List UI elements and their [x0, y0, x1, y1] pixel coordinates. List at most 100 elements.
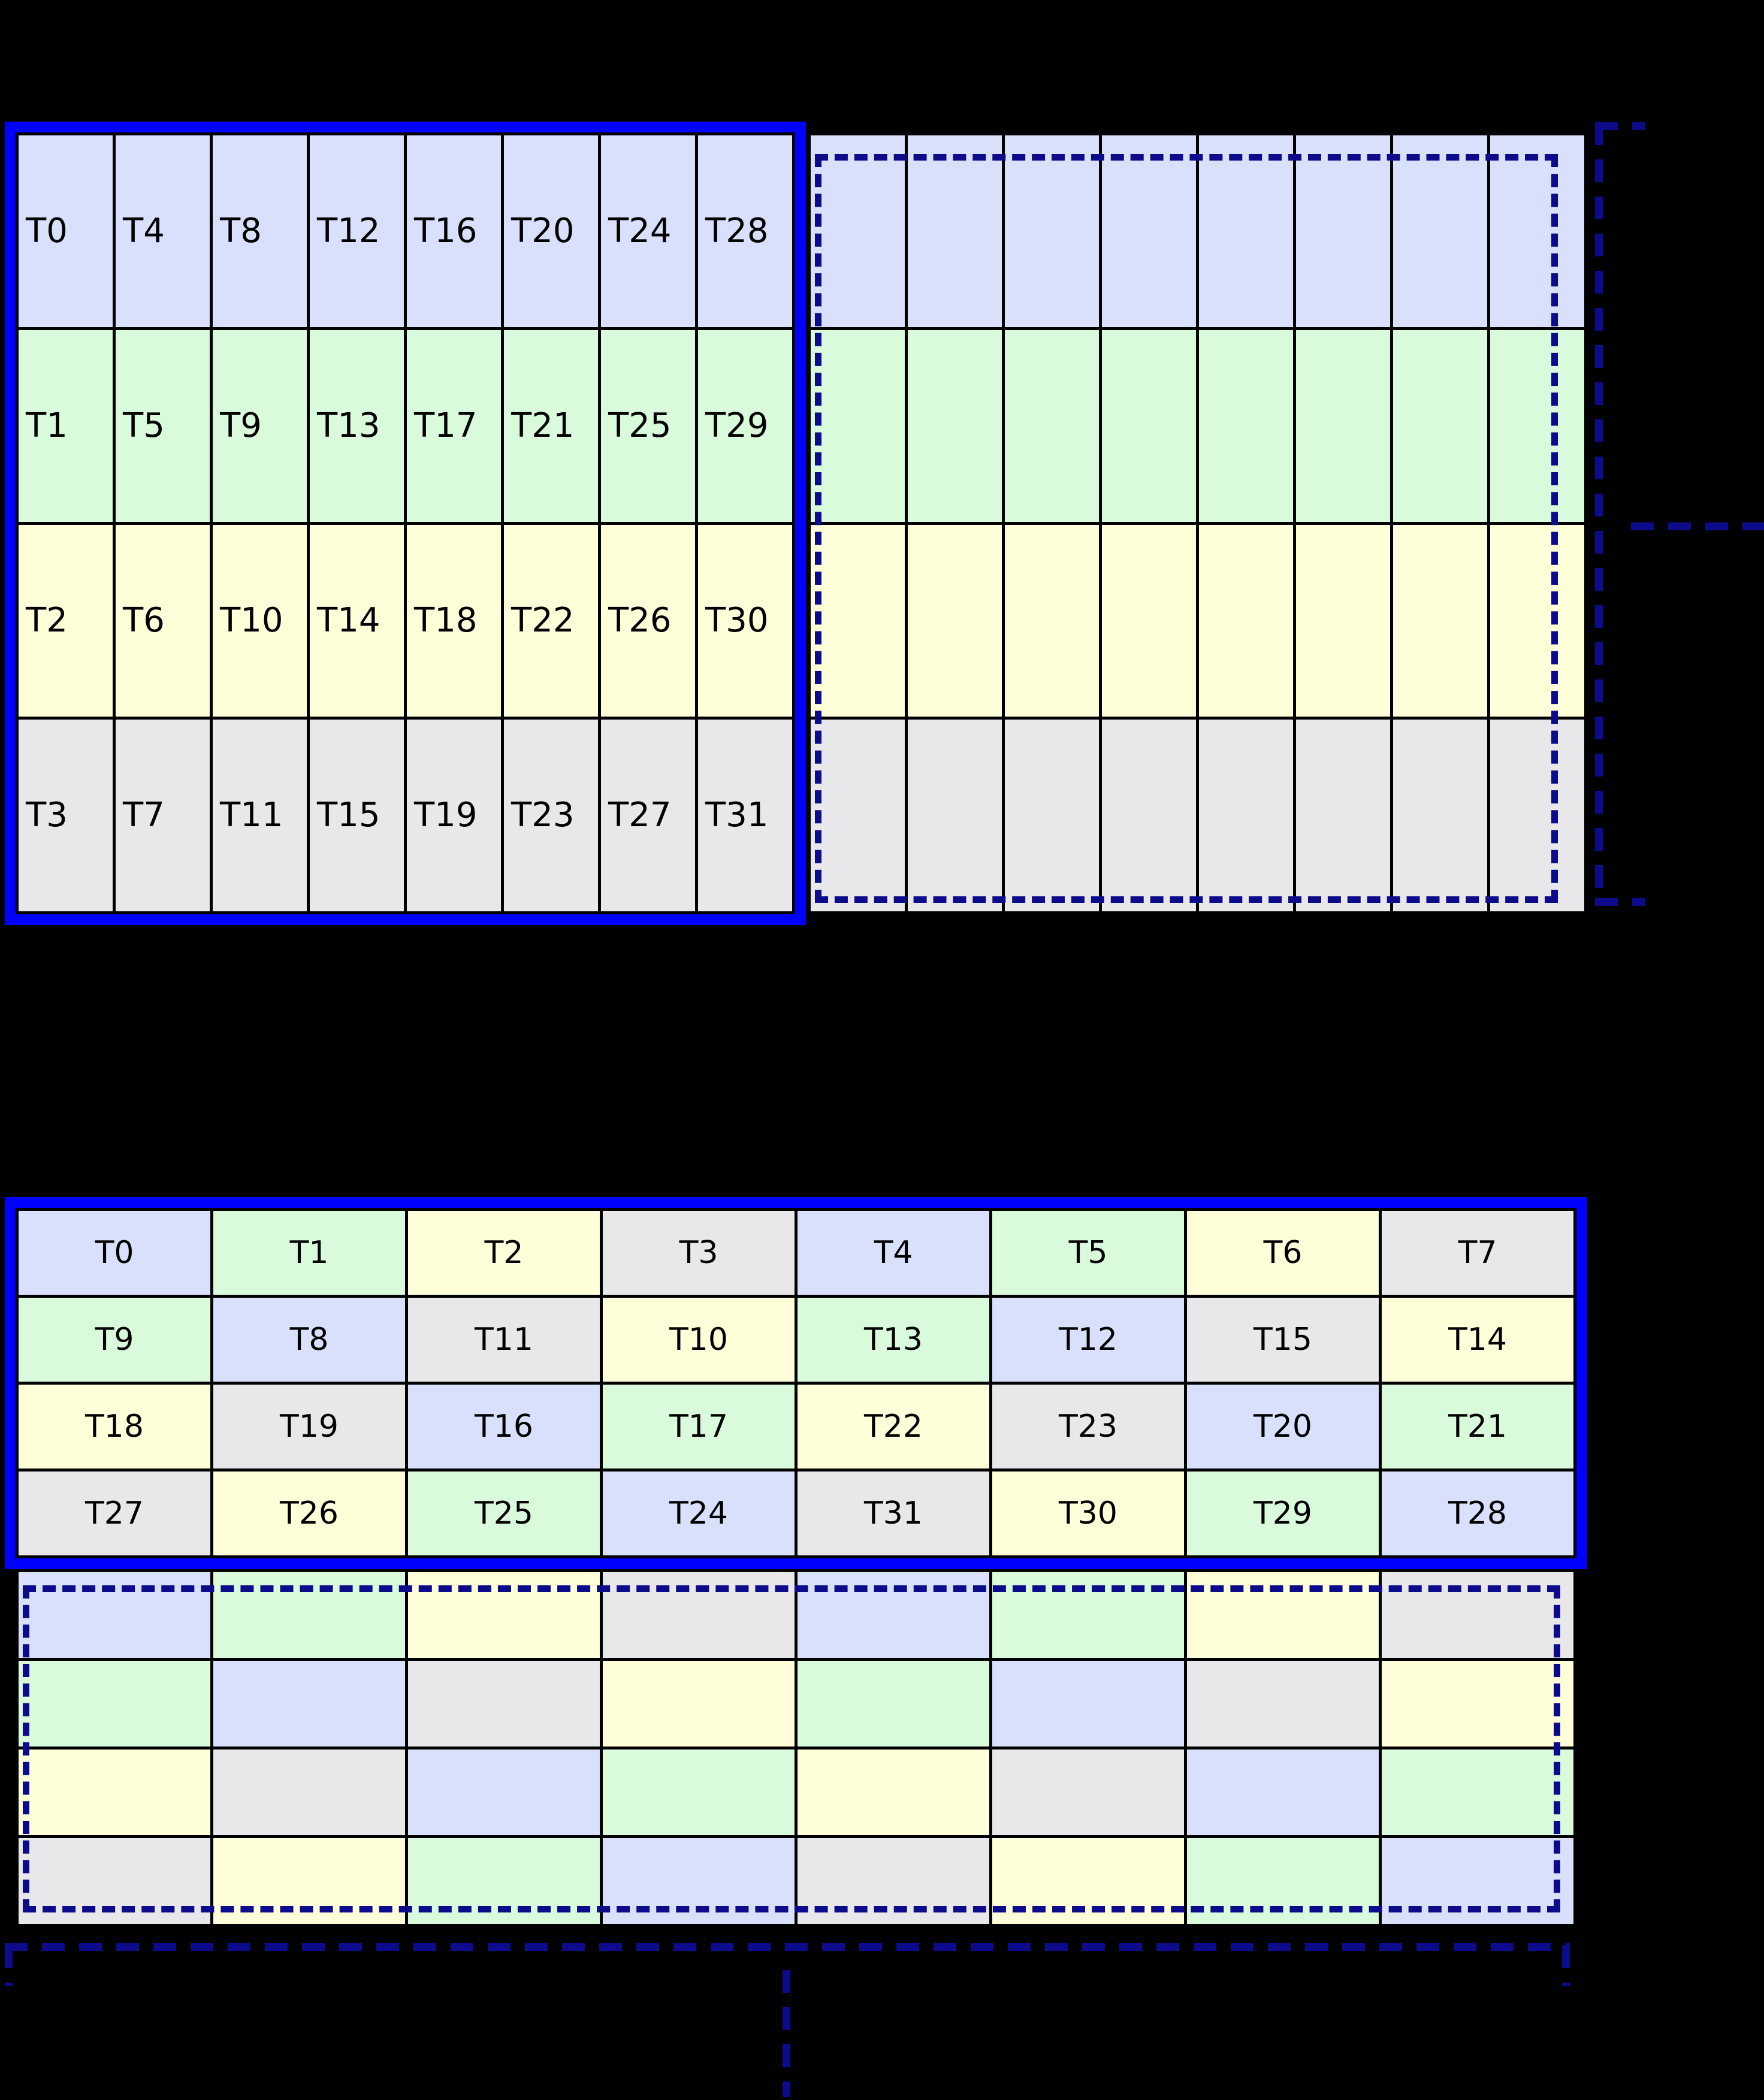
placeholder-cell — [1296, 330, 1390, 522]
placeholder-cell — [408, 1750, 600, 1835]
placeholder-cell — [1393, 330, 1487, 522]
thread-cell: T18 — [19, 1385, 210, 1469]
thread-cell: T6 — [116, 525, 210, 717]
thread-cell: T12 — [310, 135, 404, 327]
placeholder-cell — [1005, 525, 1099, 717]
thread-cell: T21 — [1382, 1385, 1573, 1469]
thread-cell: T15 — [1187, 1298, 1379, 1382]
thread-cell: T26 — [213, 1471, 405, 1555]
placeholder-cell — [19, 1750, 210, 1835]
placeholder-cell — [1199, 525, 1293, 717]
placeholder-cell — [811, 135, 905, 327]
bottom-ellipsis-dashes — [783, 1970, 790, 2097]
placeholder-cell — [1102, 720, 1196, 911]
thread-cell: T10 — [213, 525, 307, 717]
thread-cell: T19 — [407, 720, 501, 911]
thread-cell: T22 — [798, 1385, 989, 1469]
thread-cell: T27 — [601, 720, 695, 911]
placeholder-cell — [1382, 1750, 1573, 1835]
thread-cell: T1 — [213, 1211, 405, 1295]
placeholder-cell — [1490, 135, 1584, 327]
placeholder-cell — [811, 720, 905, 911]
lower-tile-frame: T0 T1 T2 T3 T4 T5 T6 T7 T9 T8 T11 T10 T13 T12 T15 T14 T1… — [5, 1197, 1587, 1569]
thread-cell: T16 — [407, 135, 501, 327]
thread-cell: T26 — [601, 525, 695, 717]
thread-cell: T19 — [213, 1385, 405, 1469]
placeholder-cell — [992, 1661, 1184, 1747]
lower-next-tile-dashed-outline — [23, 1585, 1560, 1912]
thread-cell: T28 — [1382, 1471, 1573, 1555]
thread-cell: T0 — [19, 135, 113, 327]
thread-cell: T11 — [408, 1298, 600, 1382]
thread-cell: T24 — [601, 135, 695, 327]
placeholder-cell — [603, 1661, 795, 1747]
thread-cell: T23 — [504, 720, 598, 911]
placeholder-cell — [798, 1661, 989, 1747]
placeholder-cell — [1199, 330, 1293, 522]
thread-cell: T1 — [19, 330, 113, 522]
thread-cell: T20 — [1187, 1385, 1379, 1469]
placeholder-cell — [1005, 330, 1099, 522]
upper-next-tile-dashed-outline — [815, 154, 1558, 903]
placeholder-cell — [1005, 135, 1099, 327]
placeholder-cell — [1102, 330, 1196, 522]
thread-cell: T6 — [1187, 1211, 1379, 1295]
placeholder-cell — [1005, 720, 1099, 911]
thread-cell: T7 — [1382, 1211, 1573, 1295]
upper-tile-frame: T0 T4 T8 T12 T16 T20 T24 T28 T1 T5 T9 T13 T17 T21 T25 T… — [5, 122, 806, 925]
placeholder-cell — [1490, 720, 1584, 911]
thread-cell: T28 — [698, 135, 792, 327]
placeholder-cell — [1296, 525, 1390, 717]
thread-cell: T14 — [1382, 1298, 1573, 1382]
bottom-bracket-right-tick — [1562, 1945, 1570, 1986]
thread-cell: T29 — [698, 330, 792, 522]
placeholder-cell — [213, 1661, 405, 1747]
placeholder-cell — [1296, 720, 1390, 911]
thread-cell: T31 — [798, 1471, 989, 1555]
placeholder-cell — [1102, 525, 1196, 717]
thread-cell: T20 — [504, 135, 598, 327]
placeholder-cell — [1393, 135, 1487, 327]
placeholder-cell — [1490, 525, 1584, 717]
thread-cell: T11 — [213, 720, 307, 911]
thread-cell: T17 — [603, 1385, 795, 1469]
placeholder-cell — [1393, 525, 1487, 717]
placeholder-cell — [1187, 1750, 1379, 1835]
thread-cell: T21 — [504, 330, 598, 522]
placeholder-cell — [1490, 330, 1584, 522]
thread-cell: T7 — [116, 720, 210, 911]
placeholder-cell — [1187, 1661, 1379, 1747]
thread-cell: T15 — [310, 720, 404, 911]
thread-cell: T27 — [19, 1471, 210, 1555]
thread-cell: T5 — [116, 330, 210, 522]
thread-cell: T16 — [408, 1385, 600, 1469]
thread-cell: T10 — [603, 1298, 795, 1382]
placeholder-cell — [1393, 720, 1487, 911]
thread-cell: T12 — [992, 1298, 1184, 1382]
thread-cell: T31 — [698, 720, 792, 911]
placeholder-cell — [798, 1750, 989, 1835]
thread-cell: T4 — [798, 1211, 989, 1295]
bottom-bracket-line — [5, 1943, 1570, 1951]
thread-cell: T17 — [407, 330, 501, 522]
thread-cell: T18 — [407, 525, 501, 717]
thread-cell: T24 — [603, 1471, 795, 1555]
bottom-bracket-left-tick — [5, 1945, 13, 1986]
thread-cell: T4 — [116, 135, 210, 327]
placeholder-cell — [908, 720, 1002, 911]
right-bracket-top-tick — [1595, 122, 1645, 130]
thread-cell: T5 — [992, 1211, 1184, 1295]
lower-grid-table: T0 T1 T2 T3 T4 T5 T6 T7 T9 T8 T11 T10 T13 T12 T15 T14 T1… — [16, 1208, 1576, 1558]
right-bracket-bottom-tick — [1595, 898, 1645, 906]
thread-cell: T14 — [310, 525, 404, 717]
thread-cell: T9 — [213, 330, 307, 522]
placeholder-cell — [603, 1750, 795, 1835]
placeholder-cell — [908, 135, 1002, 327]
upper-grid-table: T0 T4 T8 T12 T16 T20 T24 T28 T1 T5 T9 T13 T17 T21 T25 T… — [16, 132, 795, 914]
placeholder-cell — [213, 1750, 405, 1835]
thread-cell: T9 — [19, 1298, 210, 1382]
thread-cell: T22 — [504, 525, 598, 717]
thread-cell: T25 — [408, 1471, 600, 1555]
placeholder-cell — [811, 330, 905, 522]
